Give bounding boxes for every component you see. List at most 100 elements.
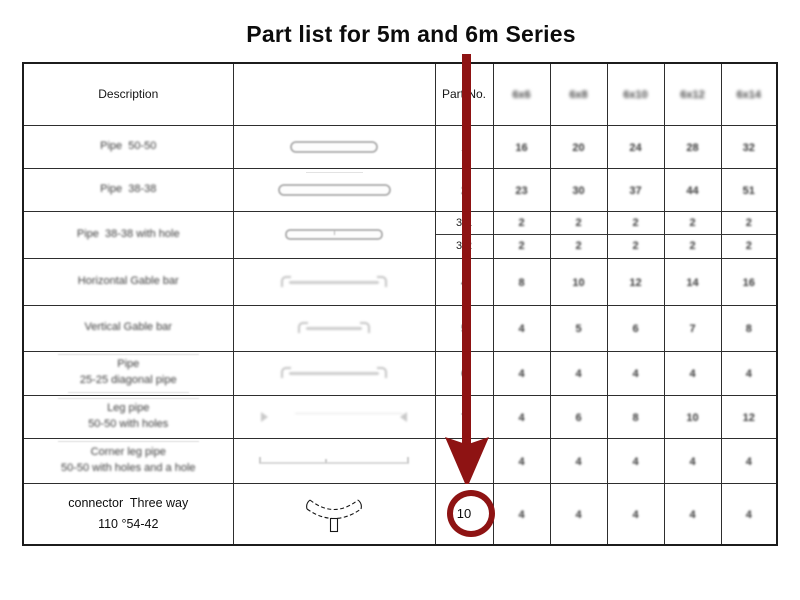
description-text: 50-50 with holes [88, 417, 169, 430]
qty-text: 14 [686, 276, 699, 289]
qty-cell: 16 [492, 124, 551, 169]
description-cell: Pipe 50-50 [22, 124, 234, 169]
qty-text: 28 [686, 141, 699, 154]
qty-text: 4 [518, 411, 525, 424]
qty-cell: 10 [663, 394, 722, 439]
table-row-pipe-38-38: Pipe 38-38 2 23 30 37 44 51 [22, 167, 778, 212]
diagram-cell [232, 124, 436, 169]
parts-table: Description Part No. 6x6 6x8 6x10 6x12 6… [22, 62, 778, 546]
qty-text: 4 [518, 368, 525, 380]
qty-cell: 4 [492, 350, 551, 396]
qty-text: 4 [632, 455, 639, 468]
description-text: Leg pipe [107, 401, 150, 414]
description-text: Horizontal Gable bar [77, 274, 179, 287]
qty-text: 8 [518, 276, 525, 289]
qty-cell: 2 2 [549, 210, 608, 259]
qty-text: 4 [518, 508, 525, 521]
qty-text: 4 [632, 508, 639, 521]
qty-cell: 4 [663, 350, 722, 396]
description-text: Pipe [117, 358, 140, 371]
qty-cell: 4 [492, 482, 551, 546]
diagram-cell [232, 210, 436, 259]
qty-cell: 4 [663, 482, 722, 546]
qty-text: 2 [632, 240, 639, 252]
qty-text: 2 [689, 216, 696, 229]
qty-text: 4 [745, 368, 752, 380]
gable-bar-diagram [281, 275, 387, 289]
qty-cell: 4 [720, 350, 778, 396]
qty-text: 2 [575, 240, 582, 252]
qty-text: 37 [629, 184, 642, 197]
red-down-arrow-shaft [462, 54, 471, 446]
qty-cell: 12 [606, 257, 665, 306]
qty-cell: 2 2 [663, 210, 722, 259]
qty-cell: 12 [720, 394, 778, 439]
size-label: 6x8 [569, 89, 588, 102]
description-text: connector Three way [68, 496, 189, 511]
qty-cell: 4 [606, 350, 665, 396]
diagram-cell [232, 437, 436, 484]
qty-text: 4 [575, 508, 582, 521]
qty-text: 2 [518, 216, 525, 229]
header-description-label: Description [98, 87, 159, 102]
diagram-cell [232, 167, 436, 212]
header-size-6x6: 6x6 [492, 62, 551, 126]
qty-cell: 4 [549, 437, 608, 484]
three-way-connector-diagram [306, 499, 362, 532]
qty-text: 4 [689, 368, 696, 380]
qty-text: 4 [689, 508, 696, 521]
qty-text: 5 [575, 323, 582, 335]
diagram-cell [232, 394, 436, 439]
qty-cell: 4 [549, 482, 608, 546]
qty-cell: 14 [663, 257, 722, 306]
header-size-6x14: 6x14 [720, 62, 778, 126]
qty-text: 4 [518, 323, 525, 335]
description-text: Corner leg pipe [90, 445, 166, 458]
red-highlight-circle [447, 490, 495, 537]
description-cell: Vertical Gable bar [22, 304, 234, 352]
qty-cell: 28 [663, 124, 722, 169]
qty-text: 2 [632, 216, 639, 229]
qty-text: 12 [742, 411, 755, 424]
qty-cell: 2 2 [606, 210, 665, 259]
header-size-6x10: 6x10 [606, 62, 665, 126]
qty-cell: 4 [606, 437, 665, 484]
table-row-vertical-gable-bar: Vertical Gable bar 5 4 5 6 7 8 [22, 304, 778, 352]
qty-cell: 4 [720, 482, 778, 546]
qty-cell: 5 [549, 304, 608, 352]
description-text: 25-25 diagonal pipe [79, 374, 177, 386]
qty-cell: 4 [492, 437, 551, 484]
pipe-50-50-diagram [290, 140, 378, 153]
table-row-leg-pipe: Leg pipe 50-50 with holes 7 4 6 8 10 12 [22, 394, 778, 439]
qty-text: 8 [632, 411, 639, 424]
qty-cell: 2 2 [720, 210, 778, 259]
description-text: Pipe 38-38 with hole [76, 227, 180, 240]
leg-pipe-diagram [261, 410, 407, 424]
diagram-cell [232, 304, 436, 352]
qty-cell: 23 [492, 167, 551, 212]
header-size-6x12: 6x12 [663, 62, 722, 126]
size-label: 6x10 [623, 89, 648, 102]
qty-cell: 4 [663, 437, 722, 484]
description-cell: Corner leg pipe 50-50 with holes and a h… [22, 437, 234, 484]
qty-cell: 4 [606, 482, 665, 546]
qty-text: 2 [689, 240, 696, 252]
description-text: 110 °54-42 [98, 516, 159, 531]
qty-cell: 4 [720, 437, 778, 484]
table-row-diagonal-pipe: Pipe 25-25 diagonal pipe 6 4 4 4 4 4 [22, 350, 778, 396]
qty-text: 4 [745, 455, 752, 468]
qty-cell: 4 [492, 394, 551, 439]
qty-text: 7 [689, 323, 696, 335]
qty-cell: 2 2 [492, 210, 551, 259]
table-row-three-way-connector: connector Three way 110 °54-42 10 4 4 4 [22, 482, 778, 546]
qty-cell: 8 [606, 394, 665, 439]
gable-bar-diagram [298, 321, 370, 335]
header-size-6x8: 6x8 [549, 62, 608, 126]
qty-text: 16 [742, 276, 755, 289]
description-cell: Pipe 25-25 diagonal pipe [22, 350, 234, 396]
table-row-pipe-38-38-with-hole: Pipe 38-38 with hole 3-1 3-2 2 2 2 2 2 2… [22, 210, 778, 259]
qty-text: 10 [686, 411, 699, 424]
qty-text: 30 [572, 184, 585, 197]
pipe-with-hole-diagram [285, 229, 383, 240]
qty-text: 24 [629, 141, 642, 154]
